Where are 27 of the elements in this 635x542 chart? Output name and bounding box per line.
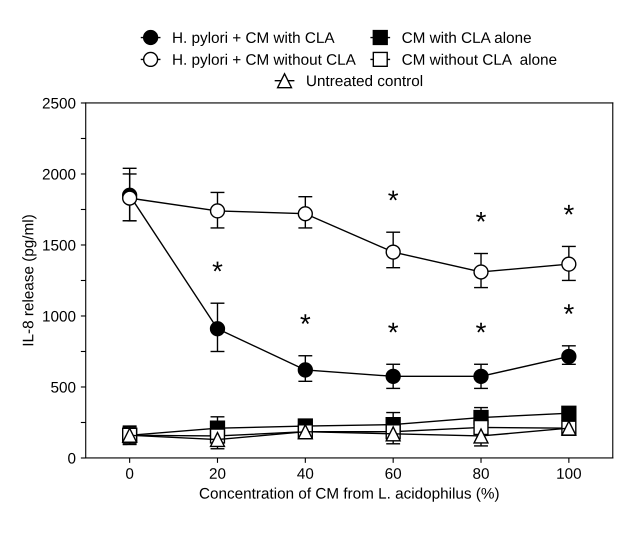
legend-label: H. pylori + CM with CLA bbox=[173, 32, 335, 46]
legend-label: CM without CLA alone bbox=[402, 54, 556, 65]
legend-label: Untreated control bbox=[307, 74, 422, 86]
y-tick-label: 1500 bbox=[43, 240, 76, 251]
y-tick-label: 0 bbox=[68, 452, 76, 464]
y-axis-title: IL-8 release (pg/ml) bbox=[22, 215, 36, 346]
annotation: * bbox=[300, 314, 310, 324]
y-tick-label: 500 bbox=[51, 382, 76, 393]
x-tick-label: 100 bbox=[557, 468, 582, 479]
x-tick-label: 0 bbox=[126, 468, 134, 479]
annotation: * bbox=[388, 322, 398, 332]
x-tick-label: 60 bbox=[385, 468, 402, 479]
x-axis-title: Concentration of CM from L. acidophilus (%) bbox=[200, 488, 499, 502]
x-tick-label: 80 bbox=[473, 468, 489, 479]
x-tick-label: 40 bbox=[297, 468, 314, 479]
annotation: * bbox=[476, 212, 486, 222]
legend-label: H. pylori + CM without CLA bbox=[173, 54, 356, 68]
annotation: * bbox=[564, 204, 574, 215]
y-tick-label: 2500 bbox=[42, 98, 76, 109]
annotation: * bbox=[476, 322, 486, 332]
x-tick-label: 20 bbox=[210, 468, 226, 479]
annotation: * bbox=[388, 190, 398, 200]
y-tick-label: 2000 bbox=[42, 168, 76, 180]
annotation: * bbox=[212, 262, 222, 272]
legend-label: CM with CLA alone bbox=[402, 32, 531, 44]
annotation: * bbox=[564, 304, 574, 314]
y-tick-label: 1000 bbox=[43, 310, 76, 322]
